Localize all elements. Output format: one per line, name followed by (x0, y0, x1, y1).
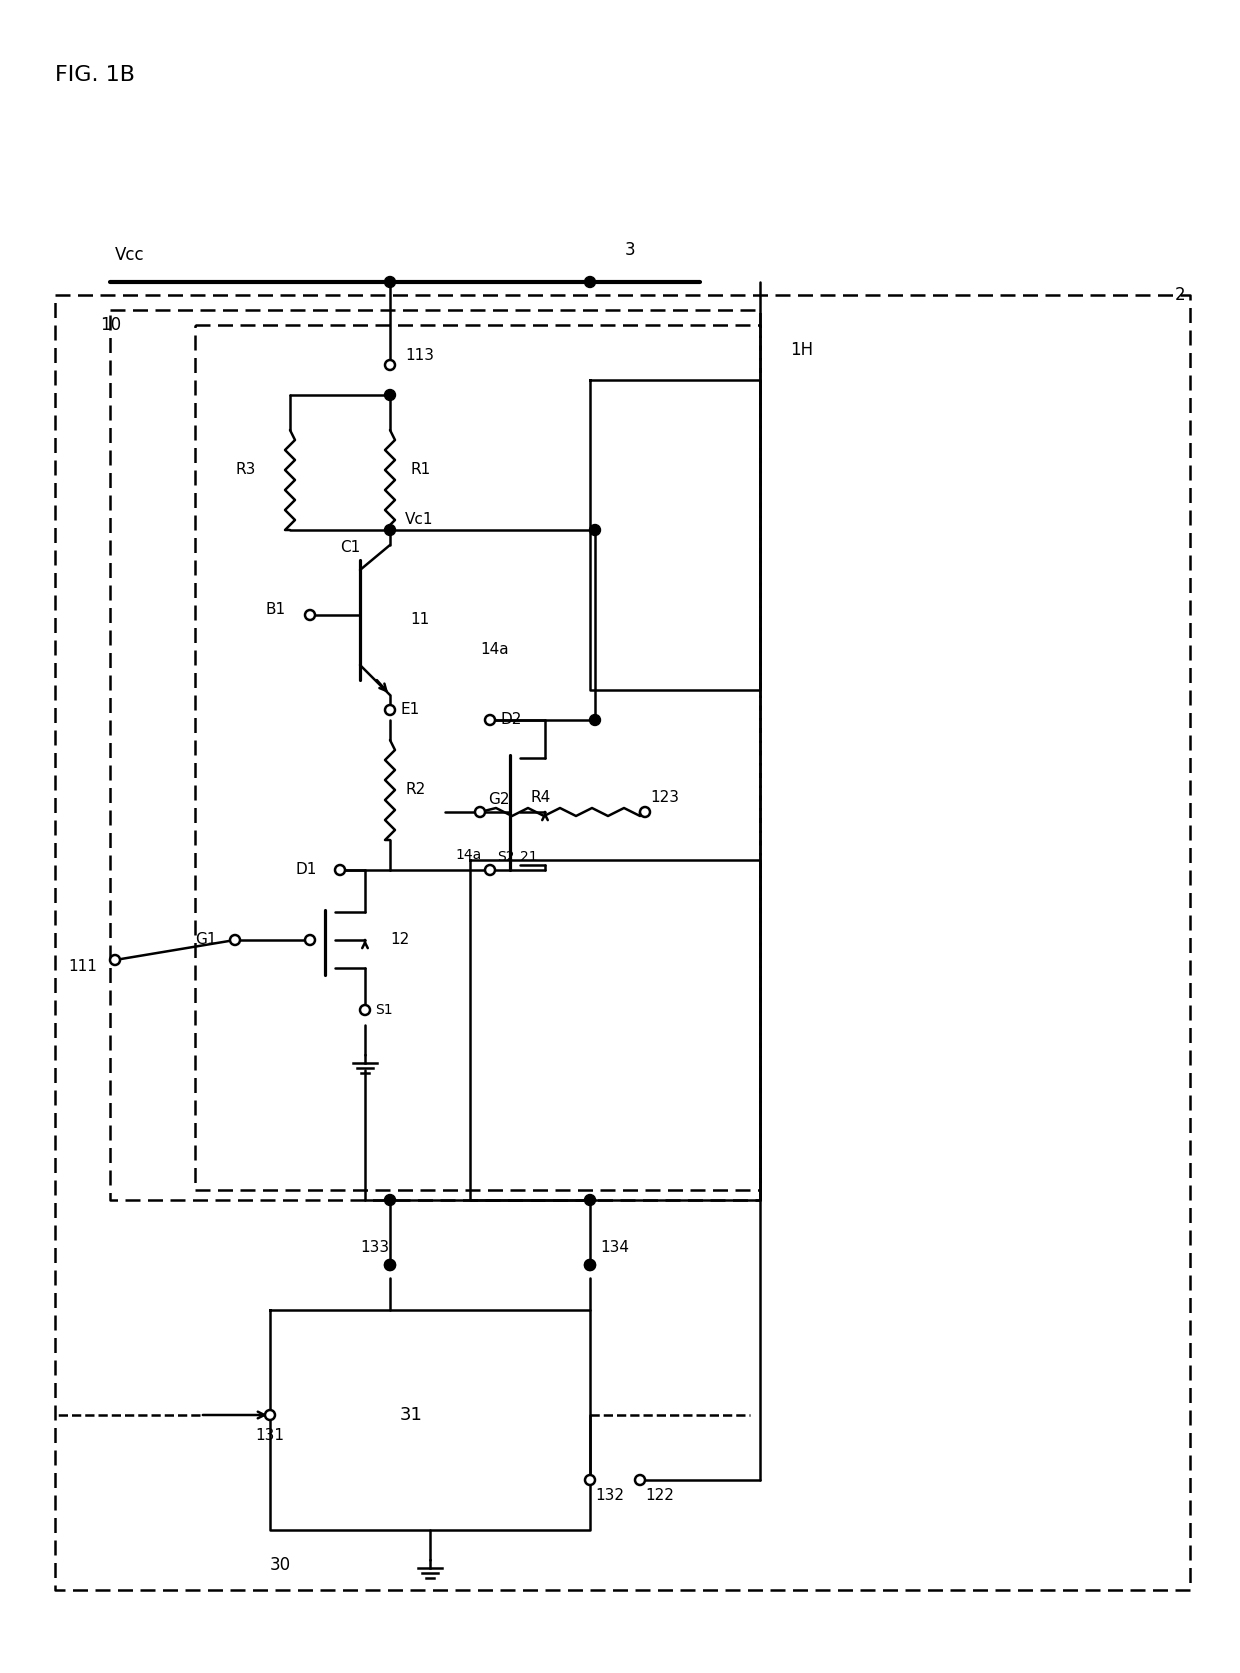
Text: D1: D1 (295, 863, 316, 878)
Text: 134: 134 (600, 1240, 629, 1255)
Text: 122: 122 (645, 1487, 673, 1502)
Text: 3: 3 (625, 241, 636, 259)
Circle shape (384, 525, 396, 535)
Circle shape (110, 955, 120, 965)
Text: 10: 10 (100, 316, 122, 335)
Text: G1: G1 (195, 932, 217, 947)
Text: G2: G2 (489, 793, 510, 808)
Text: 2: 2 (1176, 286, 1185, 304)
Text: 131: 131 (255, 1427, 284, 1442)
Circle shape (640, 806, 650, 816)
Circle shape (305, 611, 315, 621)
Text: 132: 132 (595, 1487, 624, 1502)
Circle shape (589, 714, 600, 726)
Circle shape (384, 704, 396, 714)
Circle shape (384, 1260, 396, 1270)
Circle shape (229, 935, 241, 945)
Circle shape (584, 276, 595, 288)
Text: B1: B1 (265, 602, 285, 617)
Text: 21: 21 (520, 850, 538, 863)
Text: 30: 30 (270, 1556, 291, 1574)
Text: FIG. 1B: FIG. 1B (55, 65, 135, 85)
Circle shape (265, 1410, 275, 1420)
Circle shape (635, 1476, 645, 1486)
Text: 113: 113 (405, 348, 434, 363)
Text: Vcc: Vcc (115, 246, 145, 264)
Circle shape (384, 1195, 396, 1206)
Circle shape (585, 1260, 595, 1270)
Circle shape (384, 360, 396, 370)
Circle shape (384, 1260, 396, 1270)
Text: C1: C1 (340, 540, 361, 555)
Circle shape (360, 1005, 370, 1016)
Text: R1: R1 (410, 462, 430, 477)
Text: 11: 11 (410, 612, 429, 627)
Text: 31: 31 (401, 1405, 423, 1424)
Text: R2: R2 (405, 783, 425, 798)
Text: S1: S1 (374, 1004, 393, 1017)
Text: E1: E1 (401, 703, 419, 718)
Text: 123: 123 (650, 791, 680, 805)
Circle shape (305, 935, 315, 945)
Text: 14a: 14a (480, 642, 508, 657)
Text: 133: 133 (360, 1240, 389, 1255)
Text: 1H: 1H (790, 341, 813, 360)
Circle shape (485, 865, 495, 875)
Text: Vc1: Vc1 (405, 512, 434, 527)
Text: 111: 111 (68, 960, 97, 974)
Circle shape (384, 276, 396, 288)
Circle shape (584, 1195, 595, 1206)
Text: 14a: 14a (455, 848, 481, 862)
Text: 12: 12 (391, 932, 409, 947)
Circle shape (475, 806, 485, 816)
Text: R3: R3 (236, 462, 255, 477)
Circle shape (485, 714, 495, 724)
Circle shape (589, 525, 600, 535)
Circle shape (335, 865, 345, 875)
Circle shape (584, 1260, 595, 1270)
Text: S2: S2 (497, 850, 515, 863)
Text: R4: R4 (529, 791, 551, 805)
Circle shape (384, 390, 396, 400)
Text: D2: D2 (500, 713, 521, 728)
Circle shape (585, 1476, 595, 1486)
